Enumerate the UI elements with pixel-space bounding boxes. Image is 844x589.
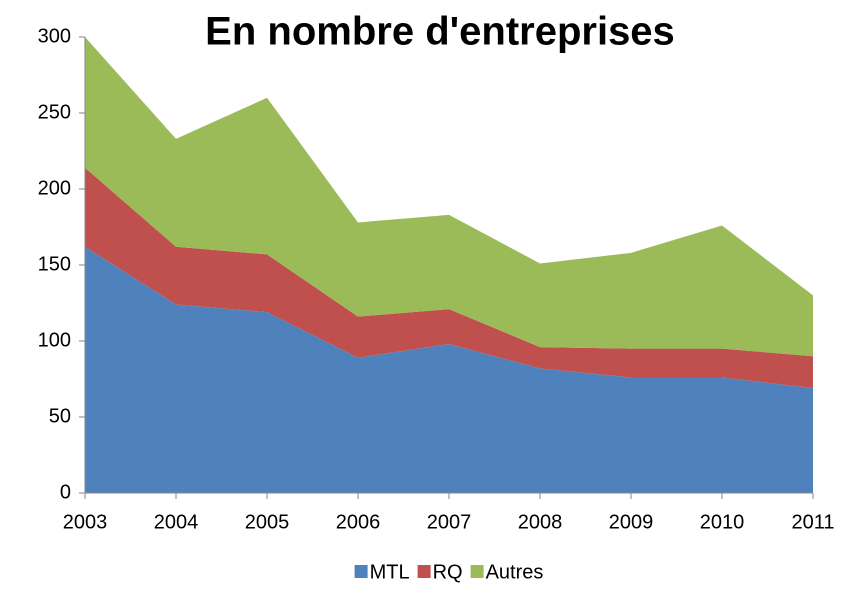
x-tick-label: 2008 — [518, 511, 563, 533]
y-tick-label: 50 — [49, 405, 71, 427]
x-tick-label: 2003 — [63, 511, 108, 533]
y-tick-label: 0 — [60, 481, 71, 503]
x-tick-label: 2011 — [791, 511, 834, 533]
area — [85, 167, 813, 389]
legend-label: Autres — [486, 561, 544, 583]
x-tick-label: 2007 — [427, 511, 472, 533]
y-tick-label: 200 — [38, 177, 71, 199]
x-tick-label: 2005 — [245, 511, 290, 533]
area — [85, 246, 813, 493]
x-tick-label: 2009 — [609, 511, 654, 533]
legend-label: RQ — [433, 561, 463, 583]
legend-swatch — [417, 565, 431, 578]
y-tick-label: 250 — [38, 101, 71, 123]
area — [85, 37, 813, 357]
x-tick-label: 2006 — [336, 511, 381, 533]
x-tick-label: 2010 — [700, 511, 745, 533]
legend: MTL RQ Autres — [354, 561, 544, 583]
legend-swatch — [470, 565, 484, 578]
y-tick-label: 300 — [38, 25, 71, 47]
y-tick-label: 150 — [38, 253, 71, 275]
chart-title: En nombre d'entreprises — [205, 10, 675, 54]
legend-label: MTL — [370, 561, 410, 583]
y-tick-label: 100 — [38, 329, 71, 351]
legend-swatch — [354, 565, 368, 578]
x-tick-label: 2004 — [154, 511, 199, 533]
